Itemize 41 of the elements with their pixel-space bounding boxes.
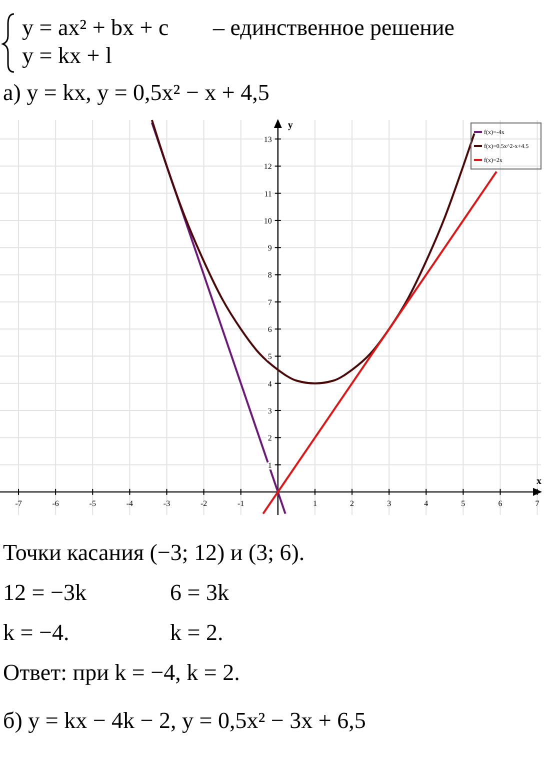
y-tick-label: 4 bbox=[268, 379, 272, 388]
text: 12 = −3k bbox=[3, 580, 87, 605]
line-series bbox=[150, 119, 476, 384]
y-tick-label: 13 bbox=[264, 135, 272, 144]
x-tick-label: 4 bbox=[424, 498, 428, 508]
x-tick-label: 3 bbox=[387, 498, 392, 508]
x-tick-label: 7 bbox=[535, 498, 540, 508]
x-axis-title: x bbox=[536, 476, 542, 487]
y-tick-label: 11 bbox=[264, 189, 272, 198]
x-tick-label: 6 bbox=[498, 498, 502, 508]
x-tick-label: 1 bbox=[312, 498, 317, 508]
y-tick-label: 6 bbox=[268, 325, 272, 334]
x-tick-label: -1 bbox=[238, 498, 244, 508]
x-tick-label: -2 bbox=[200, 498, 208, 508]
y-tick-label: 8 bbox=[268, 270, 272, 280]
y-tick-label: 12 bbox=[264, 162, 272, 172]
x-tick-label: -4 bbox=[126, 498, 134, 508]
y-axis-title: y bbox=[288, 120, 293, 131]
text: k = 2. bbox=[170, 620, 224, 645]
y-tick-label: 9 bbox=[268, 244, 272, 253]
x-tick-label: -6 bbox=[52, 498, 59, 508]
x-tick-label: -3 bbox=[163, 498, 170, 508]
text: Точки касания (−3; 12) и (3; 6). bbox=[3, 540, 305, 565]
y-tick-label: 5 bbox=[268, 352, 272, 362]
text: y = kx + l bbox=[22, 43, 112, 68]
y-tick-label: 2 bbox=[268, 434, 272, 443]
y-tick-label: 1 bbox=[268, 460, 272, 470]
x-tick-label: 2 bbox=[350, 498, 354, 508]
y-tick-label: 10 bbox=[264, 216, 272, 226]
text: y = ax² + bx + c bbox=[22, 15, 169, 40]
text: а) y = kx, y = 0,5x² − x + 4,5 bbox=[3, 80, 270, 105]
text: 6 = 3k bbox=[170, 580, 230, 605]
text: – единственное решение bbox=[212, 15, 454, 40]
text: б) y = kx − 4k − 2, y = 0,5x² − 3x + 6,5 bbox=[3, 708, 366, 733]
x-tick-label: -5 bbox=[89, 498, 96, 508]
x-tick-label: 5 bbox=[461, 498, 466, 508]
y-tick-label: 7 bbox=[268, 298, 272, 307]
x-tick-label: -7 bbox=[15, 498, 22, 508]
y-tick-label: 3 bbox=[268, 406, 272, 416]
text: k = −4. bbox=[3, 620, 70, 645]
text: Ответ: при k = −4, k = 2. bbox=[3, 660, 240, 685]
